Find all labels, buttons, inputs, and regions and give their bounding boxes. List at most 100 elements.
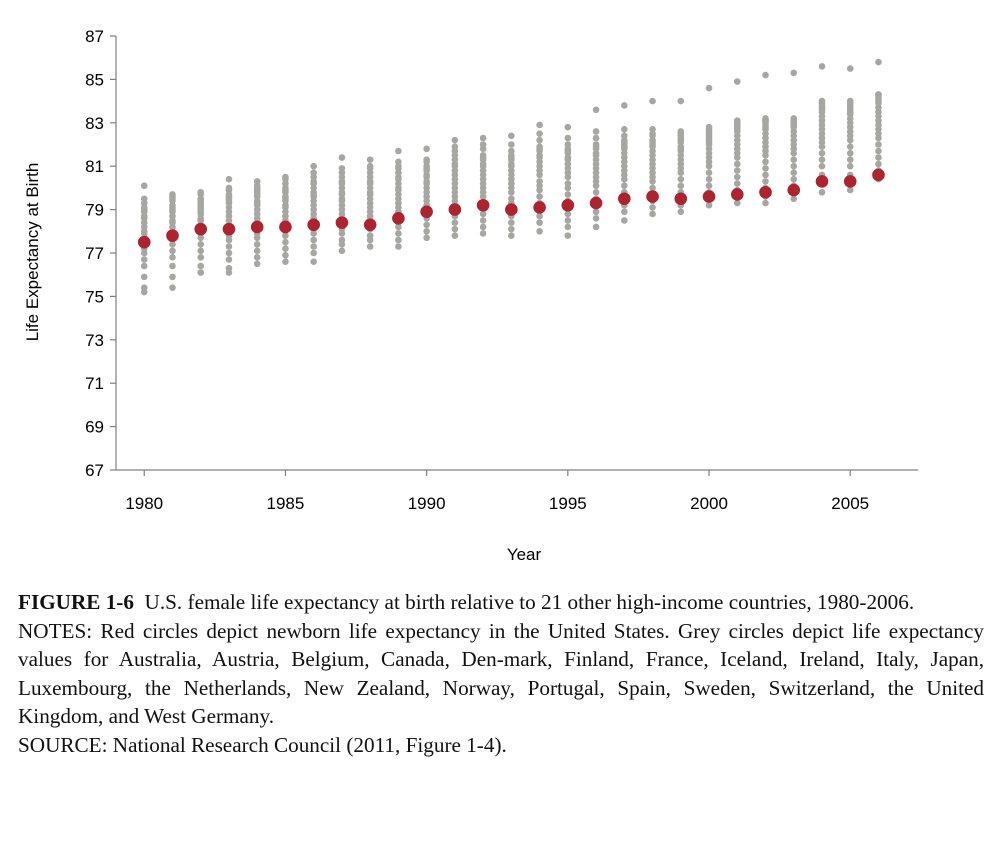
comparison-country-point [536,228,543,235]
y-tick-label: 83 [85,114,104,133]
comparison-country-point [592,208,600,216]
comparison-country-point [818,188,826,196]
us-point [279,220,292,234]
comparison-country-point [592,141,600,148]
comparison-country-point [310,249,317,257]
comparison-country-point [762,178,769,185]
comparison-country-point [733,167,741,174]
comparison-country-point [479,230,487,237]
us-point [815,175,829,188]
us-point [307,218,320,232]
caption-source: SOURCE: National Research Council (2011,… [18,732,507,757]
us-point [476,198,490,212]
comparison-country-point [733,180,741,187]
comparison-country-point [282,245,289,252]
comparison-country-point [705,175,713,183]
y-ticks: 67 69 71 73 75 77 79 81 83 85 87 [85,27,116,480]
x-tick-label: 1985 [267,494,305,513]
comparison-country-point [846,186,854,194]
comparison-country-point [508,225,515,233]
comparison-country-points [140,58,882,296]
comparison-country-point [762,115,769,122]
us-point [730,188,744,201]
scatter-chart: 67 69 71 73 75 77 79 81 83 85 87 1980 1985 1990 1995 2… [23,27,918,564]
comparison-country-point [451,225,459,233]
comparison-country-point [564,210,572,218]
comparison-country-point [479,210,487,218]
comparison-country-point [310,236,317,244]
comparison-country-point [564,232,572,239]
us-point [505,203,518,216]
comparison-country-point [225,256,233,263]
comparison-country-point [564,141,572,148]
comparison-country-point [846,156,854,163]
comparison-country-point [762,199,769,207]
comparison-country-point [705,201,713,209]
comparison-country-point [649,97,656,105]
axes [115,36,918,471]
comparison-country-point [875,147,882,155]
us-point [448,203,462,216]
x-ticks: 1980 1985 1990 1995 2000 2005 [125,470,869,513]
comparison-country-point [649,210,656,218]
comparison-country-point [169,191,176,198]
us-point [618,192,631,206]
comparison-country-point [649,126,656,133]
comparison-country-point [253,178,261,185]
us-point [420,205,433,219]
comparison-country-point [536,130,543,137]
comparison-country-point [253,241,261,248]
comparison-country-point [677,208,685,216]
comparison-country-point [790,175,798,183]
comparison-country-point [621,182,628,190]
caption-notes: NOTES: Red circles depict newborn life e… [18,618,984,729]
comparison-country-point [225,264,233,272]
comparison-country-point [705,123,713,131]
comparison-country-point [169,247,176,255]
comparison-country-point [508,219,515,226]
comparison-country-point [846,162,854,170]
comparison-country-point [451,136,459,144]
comparison-country-point [338,154,346,161]
comparison-country-point [592,134,600,142]
comparison-country-point [366,156,374,163]
comparison-country-point [140,284,148,292]
comparison-country-point [564,123,572,131]
comparison-country-point [564,223,572,231]
y-tick-label: 69 [85,418,104,437]
comparison-country-point [536,136,543,144]
comparison-country-point [140,256,148,263]
us-point [646,190,659,203]
comparison-country-point [762,171,769,179]
comparison-country-point [677,128,685,135]
comparison-country-point [677,97,685,105]
comparison-country-point [790,162,798,170]
us-point [759,185,772,199]
comparison-country-point [649,204,656,211]
comparison-country-point [621,217,628,224]
comparison-country-point [705,169,713,177]
comparison-country-point [621,126,628,133]
comparison-country-point [790,169,798,177]
us-point [872,168,885,182]
comparison-country-point [366,162,374,170]
comparison-country-point [846,97,854,105]
comparison-country-point [423,228,430,235]
comparison-country-point [479,223,487,231]
x-axis-title: Year [507,545,542,564]
comparison-country-point [875,154,882,161]
comparison-country-point [846,143,854,150]
us-point [702,190,716,203]
comparison-country-point [592,214,600,222]
comparison-country-point [818,156,826,163]
comparison-country-point [564,217,572,224]
comparison-country-point [338,165,346,172]
comparison-country-point [875,141,882,148]
comparison-country-point [253,254,261,261]
comparison-country-point [846,149,854,157]
comparison-country-point [536,212,543,220]
us-point [589,196,603,210]
comparison-country-point [790,156,798,163]
comparison-country-point [733,160,741,168]
comparison-country-point [338,247,346,255]
